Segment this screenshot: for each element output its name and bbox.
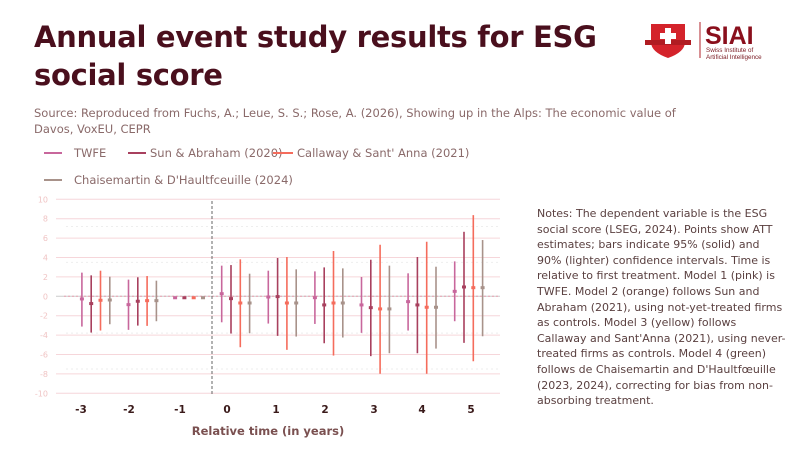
estimate-point (107, 298, 112, 302)
estimate-point (480, 286, 485, 290)
estimate-point (79, 297, 84, 301)
x-tick-label: -2 (123, 404, 135, 416)
estimate-point (191, 296, 196, 300)
estimate-point (312, 296, 317, 300)
estimate-point (238, 301, 243, 305)
estimate-point (471, 286, 476, 290)
x-tick-label: -3 (75, 404, 87, 416)
y-tick-label: -10 (35, 389, 48, 398)
source-text: Source: Reproduced from Fuchs, A.; Leue,… (34, 106, 676, 136)
notes-text: Notes: The dependent variable is the ESG… (537, 207, 786, 408)
estimate-point (126, 303, 131, 307)
estimate-point (219, 292, 224, 296)
estimate-point (331, 301, 336, 305)
estimate-point (89, 302, 94, 306)
x-tick-label: 4 (418, 404, 425, 416)
legend-item-chaisemartin: Chaisemartin & D'Haultfceuille (2024) (44, 173, 293, 187)
y-tick-label: 0 (43, 292, 48, 301)
x-tick-label: 2 (321, 404, 328, 416)
legend-label: Callaway & Sant' Anna (2021) (297, 146, 470, 160)
estimate-point (340, 301, 345, 305)
estimate-point (387, 307, 392, 311)
estimate-point (275, 295, 280, 299)
x-tick-label: -1 (174, 404, 186, 416)
legend-swatch (44, 179, 62, 181)
estimate-point (201, 296, 205, 300)
estimate-point (415, 303, 420, 307)
x-axis-title: Relative time (in years) (192, 424, 345, 438)
legend-swatch (273, 152, 293, 154)
legend-item-sun-abraham: Sun & Abraham (2020) (128, 146, 283, 160)
y-tick-label: 4 (43, 254, 48, 263)
estimate-point (173, 296, 178, 300)
estimate-point (378, 307, 383, 311)
y-tick-label: -6 (40, 351, 48, 360)
estimate-point (98, 298, 103, 302)
y-tick-label: -2 (40, 312, 48, 321)
estimate-point (247, 301, 252, 305)
estimate-point (284, 301, 289, 305)
estimate-point (322, 303, 327, 307)
svg-text:SIAI: SIAI (705, 22, 754, 50)
estimate-point (424, 305, 429, 309)
estimate-point (266, 295, 271, 299)
estimate-point (294, 301, 299, 305)
estimate-point (145, 299, 150, 303)
estimate-point (462, 285, 466, 289)
legend-label: TWFE (74, 146, 107, 160)
estimate-point (154, 299, 159, 303)
estimate-point (135, 299, 140, 303)
estimate-point (452, 289, 457, 293)
x-tick-label: 1 (272, 404, 279, 416)
legend-item-twfe: TWFE (44, 146, 106, 160)
y-tick-label: -8 (40, 370, 48, 379)
legend-item-callaway: Callaway & Sant' Anna (2021) (273, 146, 469, 160)
svg-text:Artificial Intelligence: Artificial Intelligence (706, 54, 762, 61)
legend-swatch (128, 152, 146, 154)
x-tick-label: 0 (223, 404, 230, 416)
y-tick-label: 10 (38, 195, 48, 204)
y-tick-label: 2 (43, 273, 48, 282)
estimate-point (359, 303, 364, 307)
estimate-point (182, 296, 187, 300)
y-tick-label: 6 (43, 234, 48, 243)
page-title: Annual event study results for ESG socia… (34, 20, 597, 92)
estimate-point (229, 297, 233, 301)
legend-label: Sun & Abraham (2020) (150, 146, 283, 160)
estimate-point (434, 305, 438, 309)
siai-logo: SIAI Swiss Institute of Artificial Intel… (645, 18, 795, 62)
svg-text:Swiss Institute of: Swiss Institute of (706, 47, 753, 54)
x-tick-label: 5 (467, 404, 474, 416)
y-tick-label: -4 (40, 331, 48, 340)
estimate-point (406, 300, 411, 304)
legend-label: Chaisemartin & D'Haultfceuille (2024) (74, 173, 293, 187)
estimate-point (368, 306, 373, 310)
y-tick-label: 8 (43, 215, 48, 224)
x-tick-label: 3 (370, 404, 377, 416)
legend-swatch (44, 152, 62, 154)
